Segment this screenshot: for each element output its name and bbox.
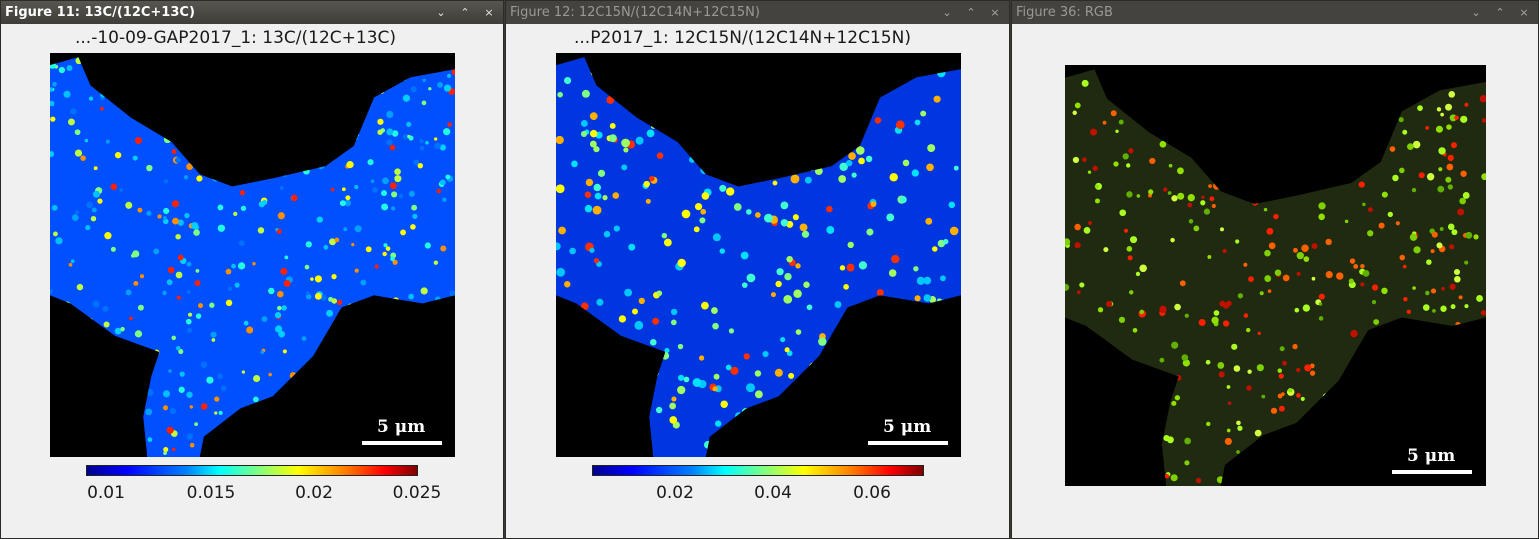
minimize-button[interactable]: ⌄ — [942, 6, 952, 19]
ratio-image-15n — [556, 53, 961, 457]
colorbar-tick: 0.06 — [853, 483, 891, 503]
figure-title: ...P2017_1: 12C15N/(12C14N+12C15N) — [574, 28, 911, 48]
window-titlebar[interactable]: Figure 36: RGB ⌄ ⌃ × — [1012, 1, 1538, 24]
window-titlebar[interactable]: Figure 11: 13C/(12C+13C) ⌄ ⌃ × — [1, 1, 503, 24]
close-button[interactable]: × — [990, 6, 1000, 19]
scale-bar-label: 5 μm — [883, 417, 932, 437]
rgb-composite-image — [1065, 65, 1486, 486]
colorbar-tick: 0.025 — [392, 483, 442, 503]
minimize-button[interactable]: ⌄ — [1471, 6, 1481, 19]
colorbar-tick: 0.02 — [295, 483, 333, 503]
colorbar — [86, 465, 418, 476]
window-title: Figure 12: 12C15N/(12C14N+12C15N) — [510, 5, 760, 20]
colorbar-tick: 0.015 — [186, 483, 236, 503]
close-button[interactable]: × — [484, 6, 494, 19]
colorbar-tick: 0.02 — [656, 483, 694, 503]
close-button[interactable]: × — [1519, 6, 1529, 19]
ratio-image-13c — [50, 53, 455, 457]
figure-36-window: Figure 36: RGB ⌄ ⌃ × 5 μm — [1011, 0, 1539, 539]
maximize-button[interactable]: ⌃ — [966, 6, 976, 19]
scale-bar — [868, 441, 948, 445]
colorbar — [592, 465, 924, 476]
colorbar-tick: 0.01 — [87, 483, 125, 503]
window-titlebar[interactable]: Figure 12: 12C15N/(12C14N+12C15N) ⌄ ⌃ × — [506, 1, 1009, 24]
scale-bar — [1392, 470, 1472, 474]
scale-bar-label: 5 μm — [377, 417, 426, 437]
figure-12-window: Figure 12: 12C15N/(12C14N+12C15N) ⌄ ⌃ × … — [505, 0, 1010, 539]
scale-bar-label: 5 μm — [1407, 446, 1456, 466]
maximize-button[interactable]: ⌃ — [1495, 6, 1505, 19]
colorbar-tick: 0.04 — [754, 483, 792, 503]
window-title: Figure 11: 13C/(12C+13C) — [5, 5, 195, 20]
figure-title: ...-10-09-GAP2017_1: 13C/(12C+13C) — [75, 28, 397, 48]
figure-11-window: Figure 11: 13C/(12C+13C) ⌄ ⌃ × ...-10-09… — [0, 0, 504, 539]
scale-bar — [362, 441, 442, 445]
window-title: Figure 36: RGB — [1016, 5, 1113, 20]
minimize-button[interactable]: ⌄ — [436, 6, 446, 19]
maximize-button[interactable]: ⌃ — [460, 6, 470, 19]
